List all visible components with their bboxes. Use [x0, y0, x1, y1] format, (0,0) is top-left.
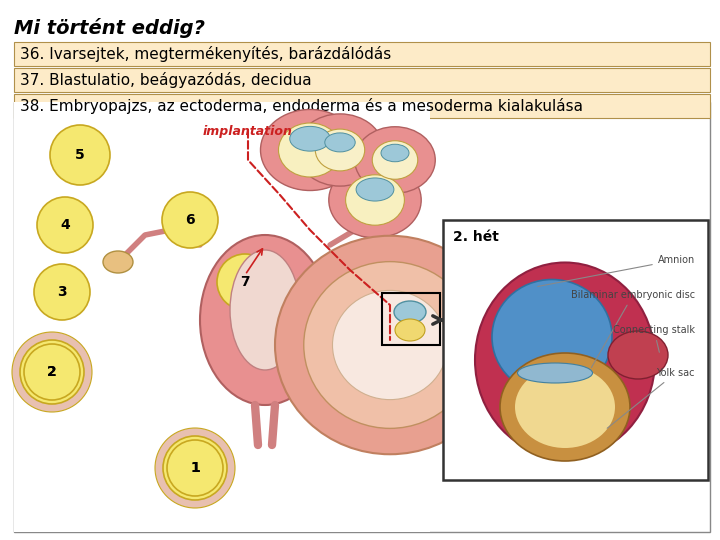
Text: 5: 5 — [75, 148, 85, 162]
Bar — [14, 102, 430, 532]
Ellipse shape — [492, 280, 612, 395]
Ellipse shape — [261, 110, 359, 191]
Text: 2: 2 — [47, 365, 57, 379]
Ellipse shape — [515, 366, 615, 448]
Text: Connecting stalk: Connecting stalk — [613, 325, 695, 352]
Text: 1: 1 — [190, 461, 200, 475]
Bar — [14, 42, 710, 66]
Bar — [14, 102, 710, 532]
Ellipse shape — [230, 250, 300, 370]
Circle shape — [50, 125, 110, 185]
Circle shape — [34, 264, 90, 320]
Ellipse shape — [355, 127, 436, 193]
Ellipse shape — [356, 178, 394, 201]
Circle shape — [163, 436, 227, 500]
Circle shape — [217, 254, 273, 310]
Text: 38. Embryopajzs, az ectoderma, endoderma és a mesoderma kialakulása: 38. Embryopajzs, az ectoderma, endoderma… — [20, 98, 583, 114]
Ellipse shape — [275, 236, 505, 454]
Text: Bilaminar embryonic disc: Bilaminar embryonic disc — [571, 290, 695, 368]
Circle shape — [167, 440, 223, 496]
Text: 2: 2 — [47, 365, 57, 379]
Text: 4: 4 — [60, 218, 70, 232]
Ellipse shape — [315, 129, 365, 171]
Text: Yolk sac: Yolk sac — [607, 368, 695, 428]
Circle shape — [155, 428, 235, 508]
Ellipse shape — [381, 144, 409, 162]
Ellipse shape — [329, 162, 421, 238]
Ellipse shape — [297, 114, 384, 186]
Circle shape — [24, 344, 80, 400]
Ellipse shape — [304, 261, 476, 428]
Ellipse shape — [325, 133, 355, 152]
Ellipse shape — [518, 363, 593, 383]
Ellipse shape — [475, 262, 655, 457]
Ellipse shape — [394, 301, 426, 323]
Ellipse shape — [608, 331, 668, 379]
Bar — [382, 293, 440, 345]
Text: 1: 1 — [190, 461, 200, 475]
Ellipse shape — [346, 175, 405, 225]
Text: 7: 7 — [240, 275, 250, 289]
Ellipse shape — [200, 235, 330, 405]
Text: 2. hét: 2. hét — [453, 230, 499, 244]
Ellipse shape — [103, 251, 133, 273]
Text: 3: 3 — [57, 285, 67, 299]
Circle shape — [162, 192, 218, 248]
Bar — [14, 68, 710, 92]
Text: implantation: implantation — [203, 125, 293, 138]
Ellipse shape — [371, 242, 399, 262]
Ellipse shape — [289, 126, 330, 151]
Ellipse shape — [372, 141, 418, 179]
Circle shape — [20, 340, 84, 404]
Ellipse shape — [395, 319, 425, 341]
Bar — [443, 220, 708, 480]
Bar — [14, 94, 710, 118]
Text: Mi történt eddig?: Mi történt eddig? — [14, 18, 205, 38]
Text: 36. Ivarsejtek, megtermékenyítés, barázdálódás: 36. Ivarsejtek, megtermékenyítés, barázd… — [20, 46, 391, 62]
Ellipse shape — [333, 291, 448, 400]
Text: 6: 6 — [185, 213, 195, 227]
Ellipse shape — [279, 123, 341, 177]
Ellipse shape — [500, 353, 630, 461]
Circle shape — [37, 197, 93, 253]
Circle shape — [12, 332, 92, 412]
Text: 37. Blastulatio, beágyazódás, decidua: 37. Blastulatio, beágyazódás, decidua — [20, 72, 312, 88]
Text: Amnion: Amnion — [538, 255, 695, 287]
